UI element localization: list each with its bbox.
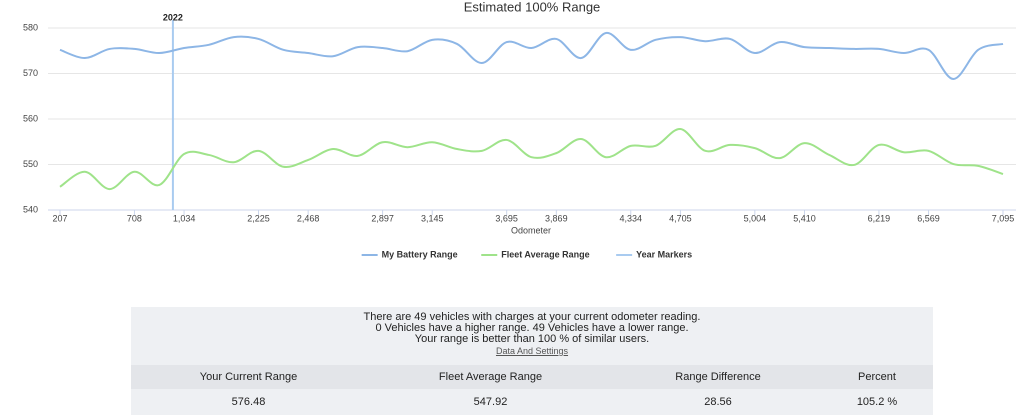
x-tick-label: 6,219 [868, 213, 891, 223]
header-cell: Fleet Average Range [438, 371, 543, 383]
summary-line: There are 49 vehicles with charges at yo… [363, 311, 701, 323]
value-cell: 547.92 [473, 396, 508, 408]
x-axis-label: Odometer [511, 225, 551, 235]
header-cell: Range Difference [675, 371, 761, 383]
y-tick-label: 560 [23, 113, 38, 123]
legend-label: Year Markers [636, 249, 692, 259]
legend-label: Fleet Average Range [501, 249, 589, 259]
x-tick-label: 207 [52, 213, 67, 223]
header-row: Your Current Range Fleet Average Range R… [131, 365, 933, 389]
value-cell: 576.48 [231, 396, 266, 408]
summary-line: Your range is better than 100 % of simil… [414, 333, 650, 345]
series-line [59, 32, 1004, 80]
chart-title: Estimated 100% Range [464, 0, 601, 14]
x-tick-label: 5,004 [744, 213, 767, 223]
x-tick-label: 2,897 [371, 213, 394, 223]
summary-intro: There are 49 vehicles with charges at yo… [131, 307, 933, 365]
x-tick-label: 5,410 [793, 213, 816, 223]
x-tick-label: 3,695 [495, 213, 518, 223]
header-cell: Your Current Range [199, 371, 298, 383]
x-tick-label: 7,095 [992, 213, 1015, 223]
legend-label: My Battery Range [382, 249, 458, 259]
x-tick-label: 6,569 [917, 213, 940, 223]
x-tick-label: 1,034 [173, 213, 196, 223]
summary-line: 0 Vehicles have a higher range. 49 Vehic… [375, 322, 689, 334]
value-row: 576.48 547.92 28.56 105.2 % [131, 389, 933, 415]
header-cell: Percent [858, 371, 896, 383]
x-tick-label: 3,869 [545, 213, 568, 223]
x-tick-label: 2,468 [297, 213, 320, 223]
x-tick-label: 3,145 [421, 213, 444, 223]
y-tick-label: 580 [23, 22, 38, 32]
chart: Estimated 100% Range Odometer 540 550 560 5… [23, 0, 1016, 259]
y-tick-label: 550 [23, 159, 38, 169]
x-tick-label: 4,334 [619, 213, 642, 223]
year-marker-label: 2022 [163, 12, 183, 22]
value-cell: 28.56 [704, 396, 732, 408]
summary: There are 49 vehicles with charges at yo… [131, 307, 933, 415]
x-tick-label: 2,225 [247, 213, 270, 223]
series-line [59, 128, 1004, 191]
y-tick-label: 540 [23, 204, 38, 214]
y-tick-label: 570 [23, 68, 38, 78]
settings-link[interactable]: Data And Settings [495, 346, 569, 356]
value-cell: 105.2 % [856, 396, 898, 408]
x-tick-label: 4,705 [669, 213, 692, 223]
x-tick-label: 708 [127, 213, 142, 223]
